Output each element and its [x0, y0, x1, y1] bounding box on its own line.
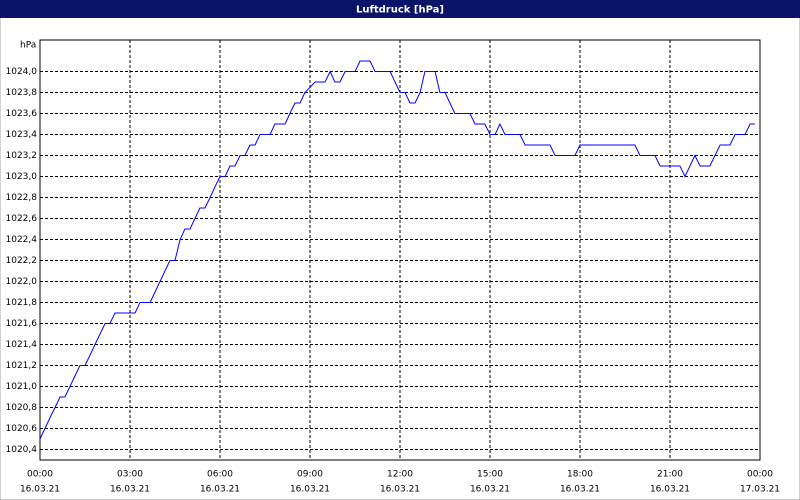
x-tick-label: 00:00 [27, 470, 53, 480]
y-tick-label: 1023,4 [6, 130, 38, 140]
x-tick-label: 12:00 [387, 470, 413, 480]
y-tick-label: 1021,2 [6, 361, 38, 371]
x-tick-label: 21:00 [657, 470, 683, 480]
y-tick-label: 1021,6 [6, 319, 38, 329]
y-tick-label: 1021,0 [6, 382, 38, 392]
chart-title: Luftdruck [hPa] [356, 5, 444, 16]
y-tick-label: 1022,6 [6, 214, 38, 224]
x-tick-label: 18:00 [567, 470, 593, 480]
x-tick-date: 16.03.21 [650, 485, 690, 495]
x-tick-date: 16.03.21 [380, 485, 420, 495]
x-tick-date: 16.03.21 [560, 485, 600, 495]
y-tick-label: 1023,6 [6, 109, 38, 119]
y-tick-label: 1022,2 [6, 256, 38, 266]
y-tick-label: 1021,8 [6, 298, 38, 308]
y-tick-label: 1022,0 [6, 277, 38, 287]
x-tick-label: 00:00 [747, 470, 773, 480]
y-tick-label: 1022,4 [6, 235, 38, 245]
x-tick-date: 16.03.21 [20, 485, 60, 495]
x-tick-date: 16.03.21 [200, 485, 240, 495]
x-tick-date: 16.03.21 [110, 485, 150, 495]
x-tick-date: 16.03.21 [470, 485, 510, 495]
line [39, 60, 755, 440]
y-tick-label: 1021,4 [6, 340, 38, 350]
x-tick-label: 06:00 [207, 470, 233, 480]
plot-border [39, 39, 761, 461]
y-axis-label: hPa [20, 41, 36, 51]
y-tick-label: 1024,0 [6, 67, 38, 77]
y-tick-label: 1020,6 [6, 424, 38, 434]
y-tick-label: 1020,8 [6, 403, 38, 413]
y-tick-label: 1022,8 [6, 193, 38, 203]
y-tick-label: 1020,4 [6, 445, 38, 455]
y-tick-label: 1023,2 [6, 151, 38, 161]
x-tick-label: 15:00 [477, 470, 503, 480]
title-bar [0, 0, 800, 18]
x-tick-label: 03:00 [117, 470, 143, 480]
x-tick-date: 16.03.21 [290, 485, 330, 495]
y-tick-label: 1023,8 [6, 88, 38, 98]
y-tick-label: 1023,0 [6, 172, 38, 182]
x-tick-label: 09:00 [297, 470, 323, 480]
x-tick-date: 17.03.21 [740, 485, 780, 495]
